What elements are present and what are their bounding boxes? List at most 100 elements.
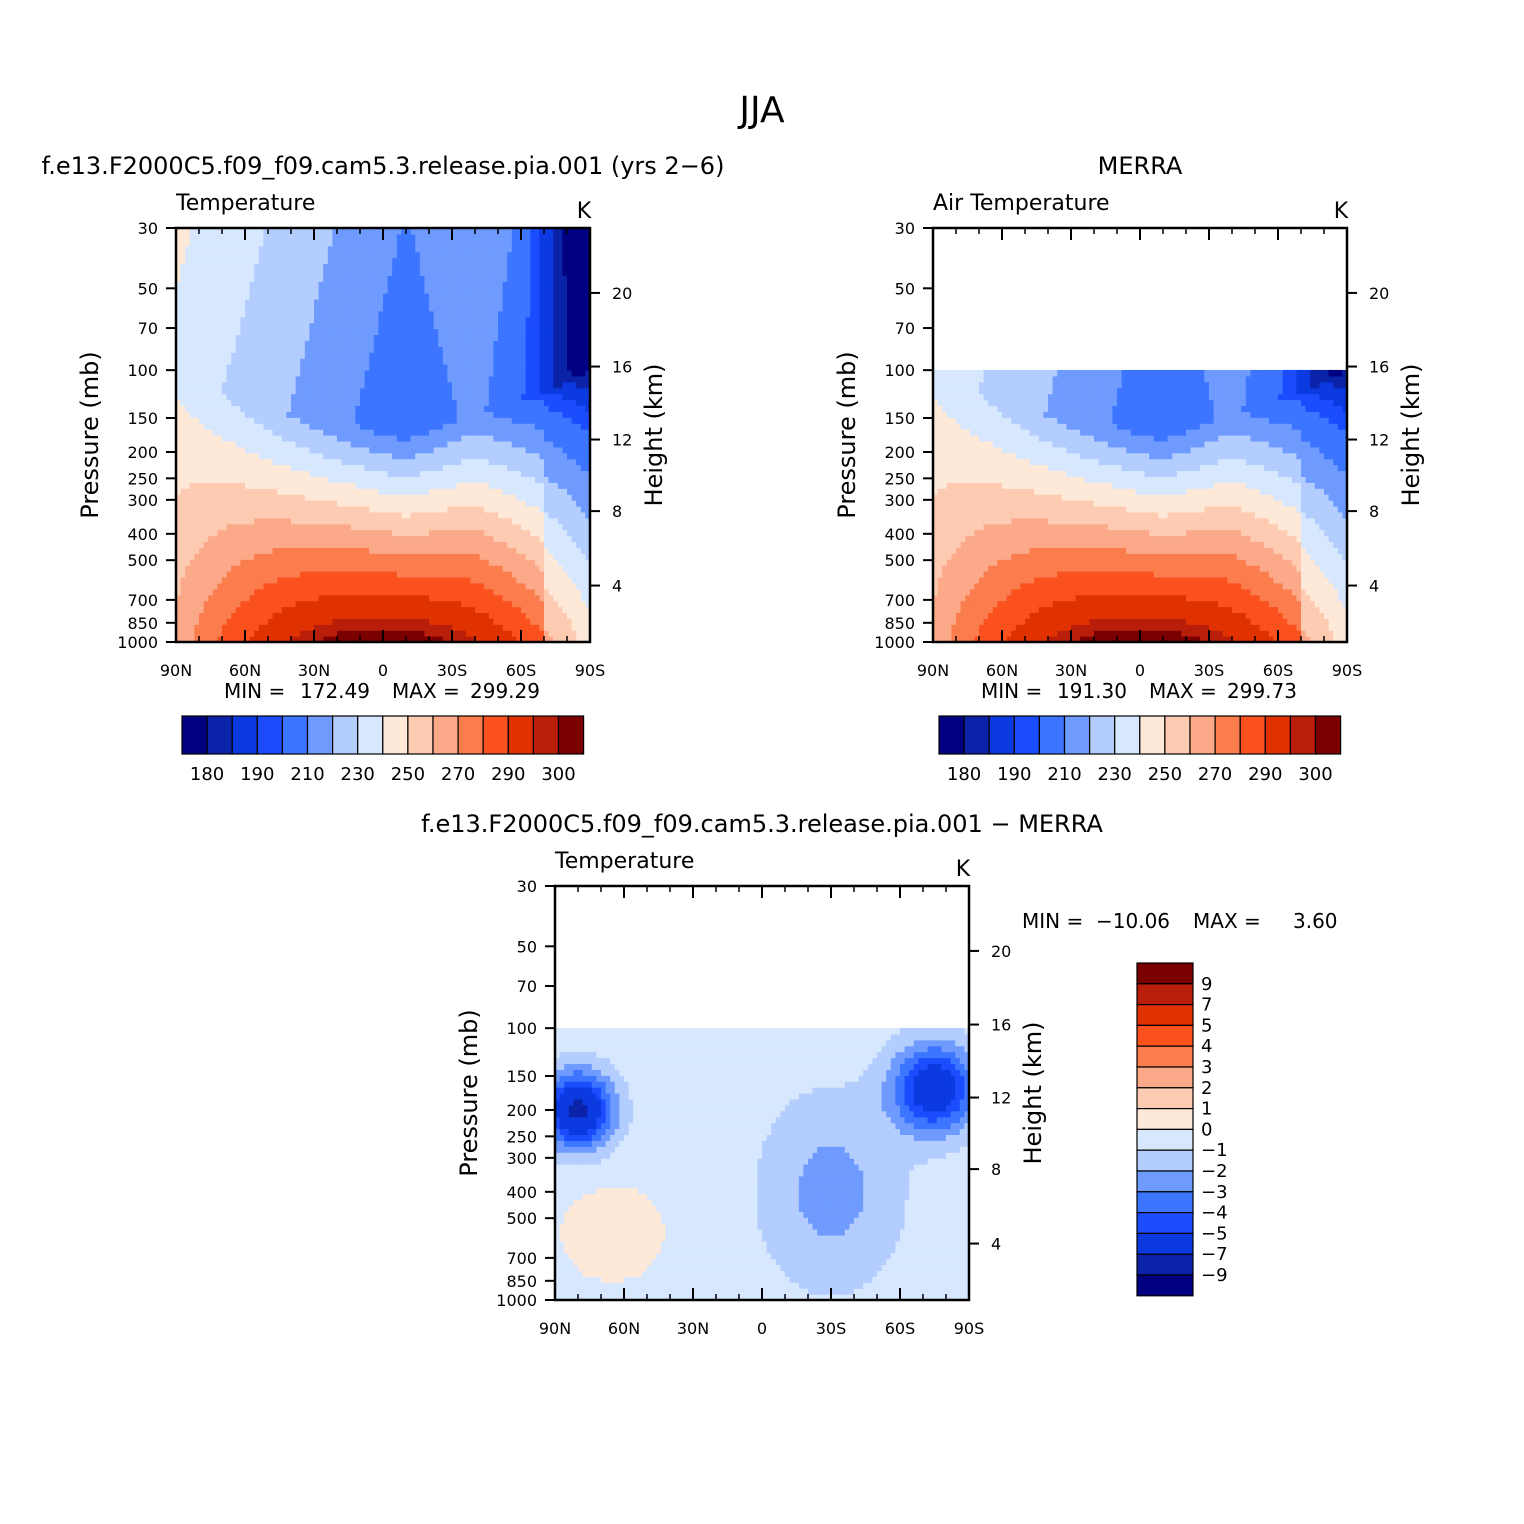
heat-cell <box>360 364 366 371</box>
panels-layer: f.e13.F2000C5.f09_f09.cam5.3.release.pia… <box>42 152 1425 1338</box>
heat-cell <box>502 417 508 424</box>
heat-cell <box>314 435 320 442</box>
heat-cell <box>318 310 324 318</box>
heat-cell <box>258 582 264 590</box>
heat-cell <box>304 559 310 566</box>
heat-cell <box>429 505 435 513</box>
heat-cell <box>318 588 324 596</box>
heat-cell <box>245 529 251 537</box>
heat-cell <box>567 322 573 330</box>
heat-cell <box>511 588 517 596</box>
heat-cell <box>245 446 251 454</box>
heat-cell <box>442 393 448 401</box>
heat-cell <box>576 559 582 566</box>
heat-cell <box>452 429 458 436</box>
heat-cell <box>401 488 407 495</box>
heat-cell <box>360 346 366 353</box>
heat-cell <box>332 446 338 454</box>
heat-cell <box>562 505 568 513</box>
heat-cell <box>199 517 205 525</box>
heat-cell <box>452 541 458 548</box>
heat-cell <box>521 470 527 477</box>
heat-cell <box>176 588 182 596</box>
heat-cell <box>254 606 260 614</box>
heat-cell <box>240 588 246 596</box>
heat-cell <box>332 500 338 507</box>
heat-cell <box>415 399 421 407</box>
heat-cell <box>314 636 320 643</box>
heat-cell <box>304 505 310 513</box>
heat-cell <box>212 399 218 407</box>
heat-cell <box>355 571 361 578</box>
heat-cell <box>484 458 490 466</box>
heat-cell <box>309 411 315 418</box>
heat-cell <box>539 364 545 371</box>
heat-cell <box>502 340 508 347</box>
heat-cell <box>392 612 398 619</box>
heat-cell <box>318 340 324 347</box>
heat-cell <box>369 399 375 407</box>
heat-cell <box>452 600 458 608</box>
heat-cell <box>387 535 393 543</box>
heat-cell <box>383 565 389 572</box>
heat-cell <box>484 352 490 359</box>
heat-cell <box>502 364 508 371</box>
heat-cell <box>567 399 573 407</box>
heat-cell <box>254 334 260 341</box>
heat-cell <box>433 494 439 501</box>
heat-cell <box>419 630 425 637</box>
heat-cell <box>268 571 274 578</box>
heat-cell <box>217 594 223 602</box>
heat-cell <box>332 582 338 590</box>
heat-cell <box>189 464 195 472</box>
heat-cell <box>488 618 494 625</box>
heat-cell <box>360 316 366 324</box>
heat-cell <box>387 559 393 566</box>
heat-cell <box>461 535 467 543</box>
heat-cell <box>364 535 370 543</box>
heat-cell <box>194 322 200 330</box>
heat-cell <box>208 429 214 436</box>
heat-cell <box>327 393 333 401</box>
heat-cell <box>304 417 310 424</box>
heat-cell <box>309 429 315 436</box>
heat-cell <box>470 470 476 477</box>
heat-cell <box>378 446 384 454</box>
heat-cell <box>530 553 536 560</box>
heat-cell <box>525 541 531 548</box>
heat-cell <box>194 369 200 377</box>
heat-cell <box>249 458 255 466</box>
heat-cell <box>571 600 577 608</box>
heat-cell <box>318 494 324 501</box>
heat-cell <box>245 630 251 637</box>
heat-cell <box>300 588 306 596</box>
heat-cell <box>585 464 591 472</box>
heat-cell <box>447 588 453 596</box>
heat-cell <box>373 571 379 578</box>
heat-cell <box>525 411 531 418</box>
heat-cell <box>277 446 283 454</box>
heat-cell <box>272 636 278 643</box>
heat-cell <box>189 606 195 614</box>
heat-cell <box>562 358 568 365</box>
heat-cell <box>337 576 343 584</box>
heat-cell <box>277 594 283 602</box>
heat-cell <box>314 600 320 608</box>
heat-cell <box>521 547 527 554</box>
heat-cell <box>360 541 366 548</box>
heat-cell <box>475 630 481 637</box>
heat-cell <box>231 452 237 460</box>
heat-cell <box>433 399 439 407</box>
heat-cell <box>580 405 586 412</box>
heat-cell <box>521 505 527 513</box>
heat-cell <box>493 423 499 430</box>
heat-cell <box>272 606 278 614</box>
heat-cell <box>346 612 352 619</box>
heat-cell <box>410 523 416 531</box>
heat-cell <box>498 529 504 537</box>
heat-cell <box>291 535 297 543</box>
heat-cell <box>249 364 255 371</box>
heat-cell <box>318 423 324 430</box>
heat-cell <box>226 440 232 448</box>
heat-cell <box>199 322 205 330</box>
